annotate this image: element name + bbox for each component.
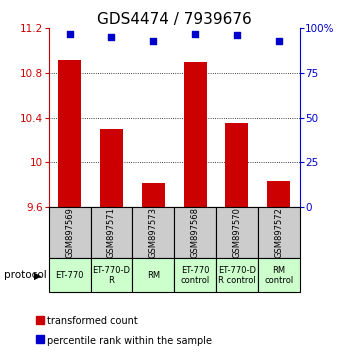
Text: GSM897568: GSM897568 (191, 207, 200, 258)
Point (109, 34, 114, 40)
Bar (225, 123, 248, 207)
Bar (258, 207, 300, 258)
Title: GDS4474 / 7939676: GDS4474 / 7939676 (97, 12, 252, 27)
Bar (91, 258, 132, 292)
Text: ET-770-D
R: ET-770-D R (92, 266, 130, 285)
Text: ET-770-D
R control: ET-770-D R control (218, 266, 256, 285)
Text: GSM897571: GSM897571 (107, 207, 116, 258)
Bar (132, 207, 174, 258)
Bar (174, 258, 216, 292)
Point (151, 38, 156, 44)
Point (276, 38, 282, 44)
Bar (49, 258, 91, 292)
Bar (184, 62, 206, 207)
Point (234, 33, 240, 38)
Bar (258, 258, 300, 292)
Text: ET-770: ET-770 (55, 271, 84, 280)
Bar (216, 207, 258, 258)
Text: GSM897569: GSM897569 (65, 207, 74, 258)
Bar (174, 207, 216, 258)
Text: RM: RM (147, 271, 160, 280)
Bar (49, 207, 91, 258)
Bar (91, 207, 132, 258)
Point (67, 31, 73, 36)
Text: transformed count: transformed count (47, 316, 138, 326)
Text: GSM897572: GSM897572 (274, 207, 283, 258)
Text: RM
control: RM control (264, 266, 293, 285)
Text: GSM897573: GSM897573 (149, 207, 158, 258)
Text: GSM897570: GSM897570 (232, 207, 242, 258)
Bar (132, 258, 174, 292)
Text: percentile rank within the sample: percentile rank within the sample (47, 336, 212, 346)
Bar (142, 183, 165, 207)
Bar (267, 181, 290, 207)
Text: ▶: ▶ (34, 270, 42, 280)
Bar (58, 59, 81, 207)
Bar (216, 258, 258, 292)
Bar (100, 129, 123, 207)
Text: ET-770
control: ET-770 control (180, 266, 210, 285)
Point (192, 31, 198, 36)
Text: protocol: protocol (4, 270, 46, 280)
